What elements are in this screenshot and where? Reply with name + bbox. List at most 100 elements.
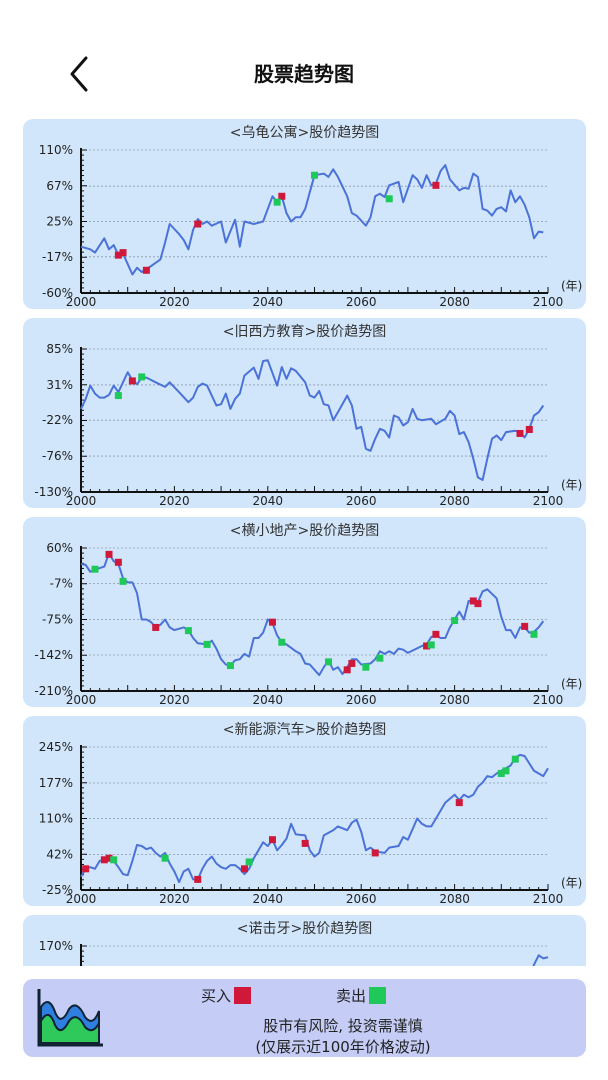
- price-line: [80, 359, 545, 481]
- x-unit-label: (年): [561, 876, 582, 890]
- sell-marker: [203, 640, 211, 648]
- y-tick-label: 85%: [46, 342, 73, 356]
- stock-chart-card[interactable]: <横小地产>股价趋势图 60% -7% -75% -142% -210% 2000 2020 2…: [23, 517, 586, 707]
- x-tick-label: 2080: [439, 295, 470, 309]
- chevron-left-icon[interactable]: [62, 54, 98, 94]
- sell-label: 卖出: [336, 987, 367, 1005]
- y-tick-label: -75%: [42, 613, 73, 627]
- line-chart: 85% 31% -22% -76% -130%2000 2020 2040 2060 2080 2…: [34, 342, 582, 508]
- x-tick-label: 2000: [66, 295, 97, 309]
- y-tick-label: 110%: [39, 143, 73, 157]
- y-tick-label: 177%: [39, 776, 73, 790]
- stock-chart-card[interactable]: <诺击牙>股价趋势图 170%: [23, 915, 586, 966]
- buy-legend: 买入: [201, 985, 252, 1006]
- x-tick-label: 2100: [533, 295, 564, 309]
- price-line: [80, 552, 545, 677]
- area-chart-logo-icon: [37, 989, 103, 1047]
- buy-marker: [100, 856, 108, 864]
- y-tick-label: 67%: [46, 179, 73, 193]
- chart-list[interactable]: <乌龟公寓>股价趋势图 110% 67% 25% -17% -60% 2000 2020 204…: [0, 119, 608, 966]
- x-tick-label: 2060: [346, 693, 377, 707]
- x-tick-label: 2060: [346, 295, 377, 309]
- sell-marker: [110, 856, 118, 864]
- sell-marker: [278, 638, 286, 646]
- buy-marker: [142, 266, 150, 274]
- line-chart: 170%: [39, 939, 549, 966]
- x-tick-label: 2040: [253, 494, 284, 508]
- price-line: [532, 954, 549, 966]
- buy-marker: [343, 666, 351, 674]
- stock-chart-card[interactable]: <旧西方教育>股价趋势图 85% 31% -22% -76% -130% 2000 2020 2…: [23, 318, 586, 508]
- x-tick-label: 2080: [439, 494, 470, 508]
- x-tick-label: 2100: [533, 693, 564, 707]
- buy-marker: [194, 875, 202, 883]
- y-tick-label: 110%: [39, 812, 73, 826]
- legend-panel: 买入 卖出 股市有风险, 投资需谨慎 (仅展示近100年价格波动): [23, 979, 586, 1057]
- x-unit-label: (年): [561, 478, 582, 492]
- buy-marker: [268, 618, 276, 626]
- buy-marker: [194, 220, 202, 228]
- sell-marker: [245, 858, 253, 866]
- buy-marker: [105, 550, 113, 558]
- buy-marker: [371, 849, 379, 857]
- sell-marker: [497, 769, 505, 777]
- x-tick-label: 2020: [159, 295, 190, 309]
- x-tick-label: 2040: [253, 693, 284, 707]
- chart-title: <旧西方教育>股价趋势图: [222, 324, 387, 340]
- page-title: 股票趋势图: [254, 62, 354, 86]
- sell-marker: [226, 662, 234, 670]
- buy-marker: [516, 429, 524, 437]
- chart-title: <横小地产>股价趋势图: [229, 523, 380, 539]
- sell-marker: [376, 654, 384, 662]
- y-tick-label: -210%: [34, 684, 73, 698]
- buy-marker: [119, 249, 127, 257]
- stock-chart-card[interactable]: <新能源汽车>股价趋势图 245% 177% 110% 42% -25% 2000 2020 2…: [23, 716, 586, 906]
- sell-marker: [91, 565, 99, 573]
- sell-legend: 卖出: [336, 985, 387, 1006]
- y-tick-label: -17%: [42, 250, 73, 264]
- buy-marker: [268, 836, 276, 844]
- y-tick-label: 170%: [39, 939, 73, 953]
- buy-label: 买入: [201, 987, 232, 1005]
- sell-marker: [325, 658, 333, 666]
- buy-marker: [525, 425, 533, 433]
- sell-marker: [114, 392, 122, 400]
- buy-marker: [114, 558, 122, 566]
- x-unit-label: (年): [561, 677, 582, 691]
- x-tick-label: 2000: [66, 693, 97, 707]
- y-tick-label: -76%: [42, 449, 73, 463]
- x-tick-label: 2100: [533, 494, 564, 508]
- sell-swatch: [369, 987, 387, 1004]
- sell-marker: [362, 663, 370, 671]
- x-tick-label: 2040: [253, 295, 284, 309]
- buy-marker: [455, 799, 463, 807]
- line-chart: 110% 67% 25% -17% -60%2000 2020 2040 2060 2080 21…: [39, 143, 583, 309]
- buy-marker: [469, 597, 477, 605]
- buy-marker: [348, 659, 356, 667]
- sell-marker: [273, 198, 281, 206]
- y-tick-label: 42%: [46, 848, 73, 862]
- sell-marker: [119, 577, 127, 585]
- buy-marker: [432, 630, 440, 638]
- x-tick-label: 2000: [66, 494, 97, 508]
- y-tick-label: -130%: [34, 485, 73, 499]
- line-chart: 245% 177% 110% 42% -25%2000 2020 2040 2060 2080 2…: [39, 740, 583, 906]
- buy-marker: [105, 854, 113, 862]
- sell-marker: [511, 755, 519, 763]
- buy-marker: [128, 377, 136, 385]
- x-unit-label: (年): [561, 279, 582, 293]
- x-tick-label: 2060: [346, 892, 377, 906]
- y-tick-label: 245%: [39, 740, 73, 754]
- sell-marker: [161, 854, 169, 862]
- buy-marker: [521, 622, 529, 630]
- buy-marker: [423, 642, 431, 650]
- buy-marker: [301, 839, 309, 847]
- buy-marker: [240, 865, 248, 873]
- buy-marker: [152, 623, 160, 631]
- stock-chart-card[interactable]: <乌龟公寓>股价趋势图 110% 67% 25% -17% -60% 2000 2020 204…: [23, 119, 586, 309]
- buy-marker: [114, 251, 122, 259]
- y-tick-label: 60%: [46, 541, 73, 555]
- y-tick-label: -60%: [42, 286, 73, 300]
- x-tick-label: 2100: [533, 892, 564, 906]
- x-tick-label: 2080: [439, 693, 470, 707]
